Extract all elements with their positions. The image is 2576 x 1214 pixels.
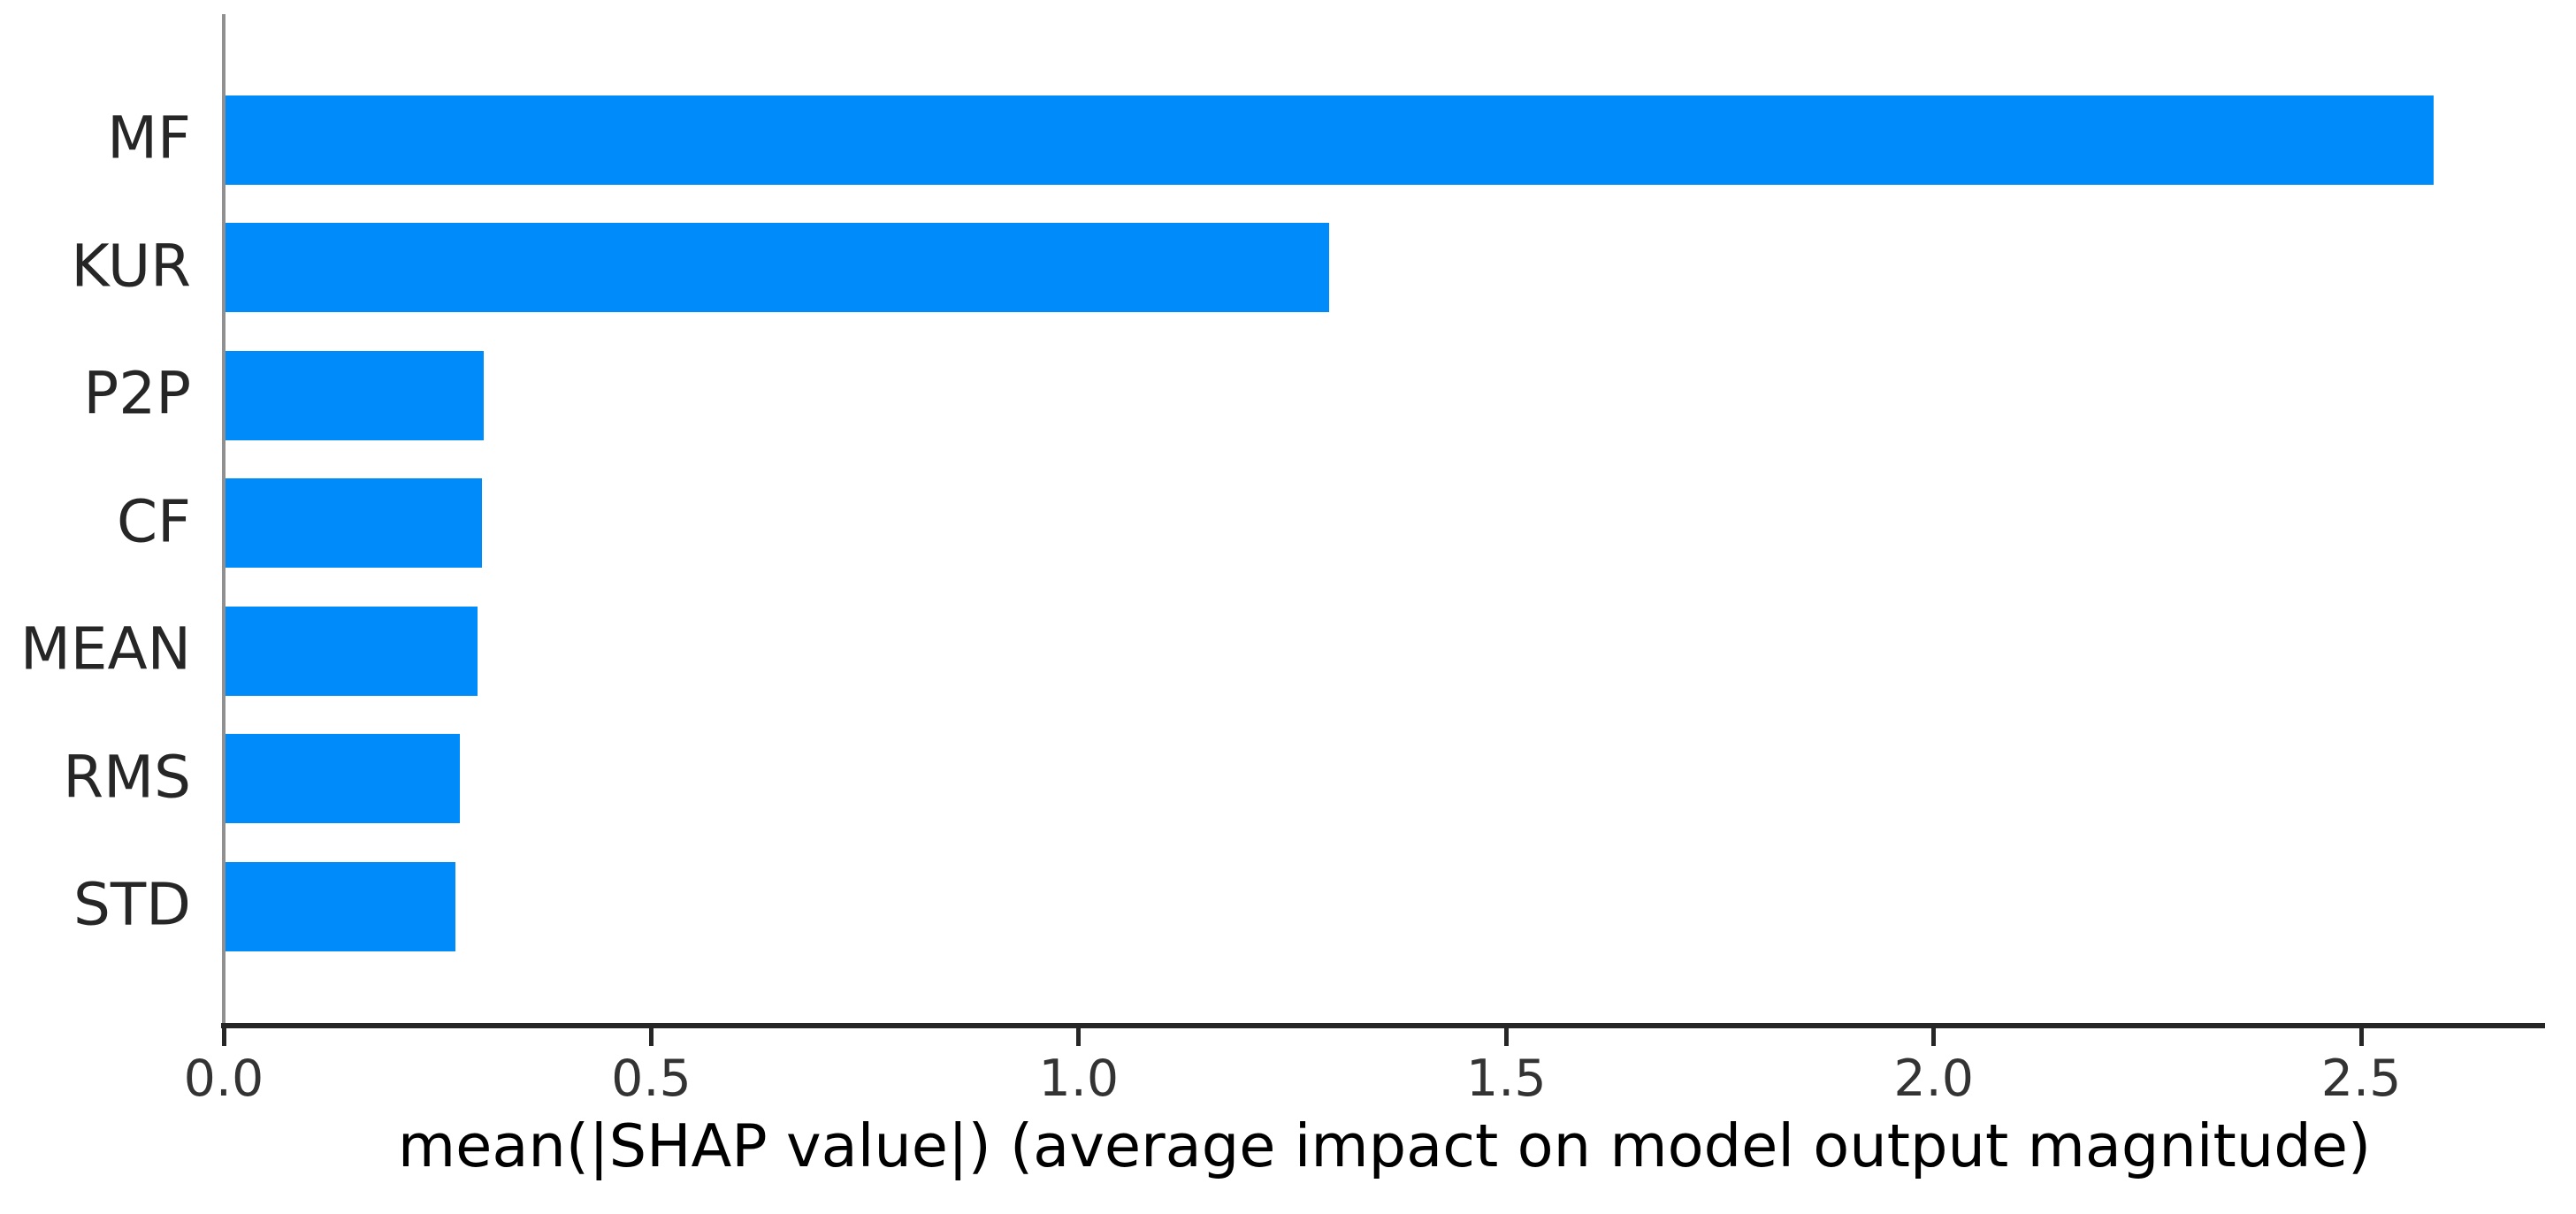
bar-kur: [224, 223, 1330, 312]
x-axis-line: [221, 1023, 2545, 1028]
x-tick-label-0.5: 0.5: [611, 1050, 692, 1108]
y-tick-label-mean: MEAN: [19, 615, 191, 683]
y-tick-label-std: STD: [73, 870, 191, 939]
x-tick-mark-0.5: [648, 1023, 654, 1046]
y-tick-label-kur: KUR: [71, 232, 191, 301]
x-tick-mark-2.0: [1931, 1023, 1937, 1046]
bar-mean: [224, 606, 478, 696]
y-tick-label-mf: MF: [107, 103, 191, 172]
x-tick-mark-1.5: [1503, 1023, 1509, 1046]
x-tick-label-0.0: 0.0: [183, 1050, 264, 1108]
x-tick-label-2.0: 2.0: [1893, 1050, 1975, 1108]
y-tick-label-cf: CF: [116, 487, 191, 556]
x-tick-mark-2.5: [2358, 1023, 2364, 1046]
bar-std: [224, 861, 456, 951]
x-tick-mark-0.0: [221, 1023, 226, 1046]
x-tick-label-1.0: 1.0: [1038, 1050, 1120, 1108]
x-tick-mark-1.0: [1076, 1023, 1082, 1046]
bar-rms: [224, 734, 460, 823]
x-axis-label: mean(|SHAP value|) (average impact on mo…: [397, 1111, 2372, 1180]
y-axis-line: [222, 14, 225, 1028]
bar-mf: [224, 95, 2435, 185]
bar-p2p: [224, 350, 484, 440]
y-tick-label-p2p: P2P: [83, 359, 191, 428]
x-tick-label-1.5: 1.5: [1465, 1050, 1547, 1108]
bar-cf: [224, 478, 482, 568]
y-tick-label-rms: RMS: [63, 743, 191, 812]
x-tick-label-2.5: 2.5: [2320, 1050, 2402, 1108]
